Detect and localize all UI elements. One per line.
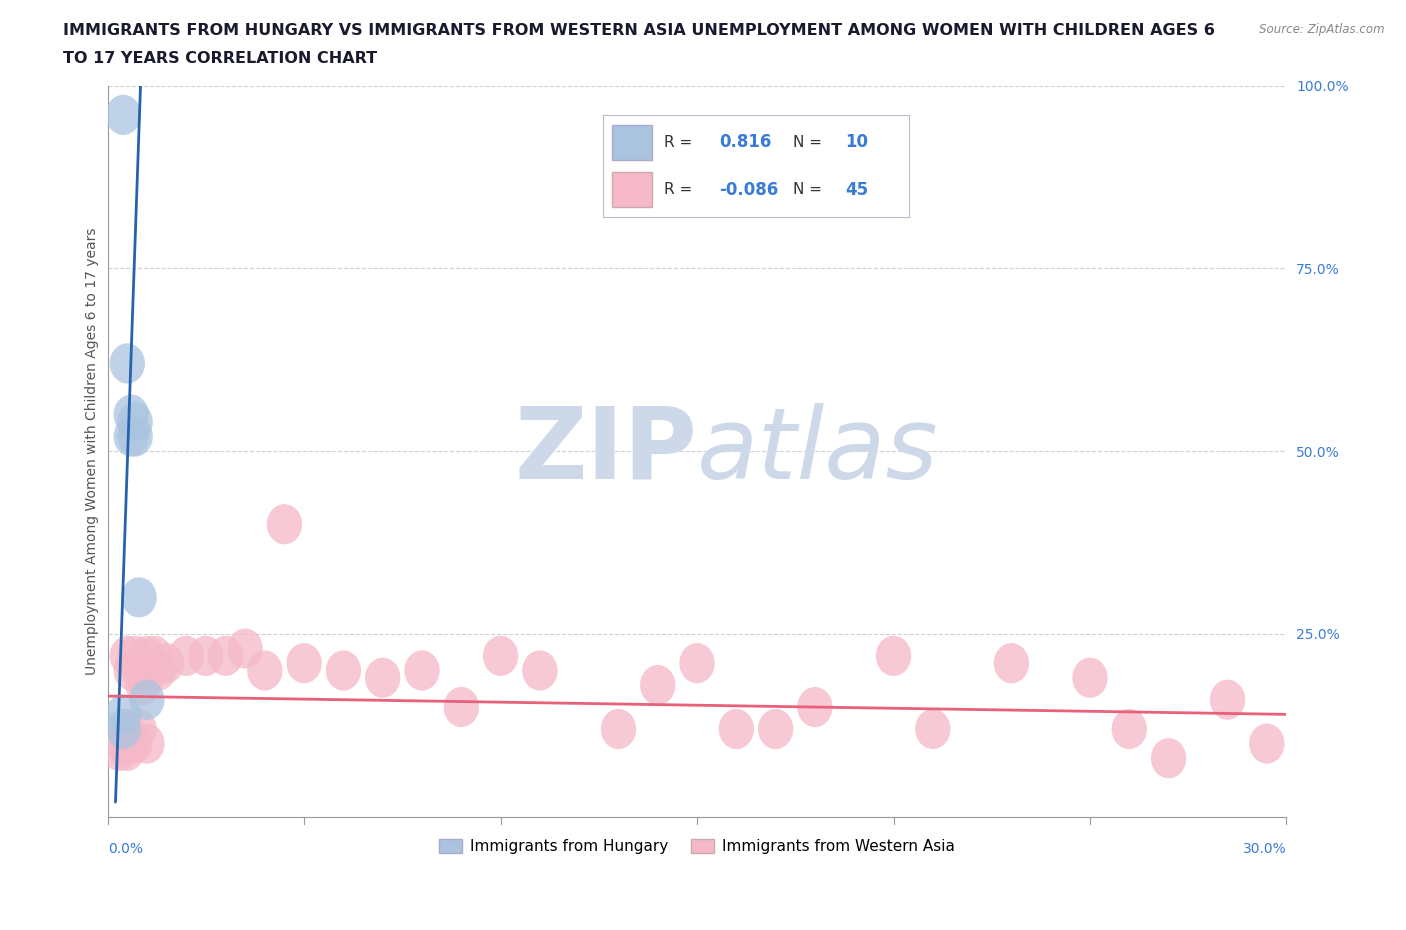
Ellipse shape — [228, 629, 263, 669]
Ellipse shape — [405, 650, 440, 691]
Ellipse shape — [129, 636, 165, 676]
Ellipse shape — [105, 95, 141, 135]
Ellipse shape — [1112, 709, 1147, 749]
Ellipse shape — [110, 709, 145, 749]
Ellipse shape — [267, 504, 302, 544]
Ellipse shape — [141, 650, 176, 691]
Ellipse shape — [522, 650, 558, 691]
Ellipse shape — [1073, 658, 1108, 698]
Ellipse shape — [169, 636, 204, 676]
Ellipse shape — [247, 650, 283, 691]
Text: atlas: atlas — [697, 403, 939, 499]
Ellipse shape — [110, 636, 145, 676]
Ellipse shape — [105, 724, 141, 764]
Text: 0.0%: 0.0% — [108, 843, 142, 857]
Ellipse shape — [121, 709, 156, 749]
Ellipse shape — [994, 643, 1029, 684]
Ellipse shape — [876, 636, 911, 676]
Ellipse shape — [1249, 724, 1285, 764]
Ellipse shape — [188, 636, 224, 676]
Ellipse shape — [118, 402, 153, 442]
Ellipse shape — [118, 417, 153, 457]
Legend: Immigrants from Hungary, Immigrants from Western Asia: Immigrants from Hungary, Immigrants from… — [433, 833, 960, 860]
Ellipse shape — [121, 578, 156, 618]
Ellipse shape — [482, 636, 519, 676]
Ellipse shape — [600, 709, 636, 749]
Ellipse shape — [679, 643, 714, 684]
Ellipse shape — [129, 680, 165, 720]
Ellipse shape — [101, 731, 138, 771]
Ellipse shape — [287, 643, 322, 684]
Text: 30.0%: 30.0% — [1243, 843, 1286, 857]
Ellipse shape — [114, 417, 149, 457]
Ellipse shape — [640, 665, 675, 705]
Ellipse shape — [1152, 738, 1187, 778]
Ellipse shape — [149, 643, 184, 684]
Ellipse shape — [134, 650, 169, 691]
Ellipse shape — [105, 695, 141, 735]
Ellipse shape — [114, 394, 149, 434]
Ellipse shape — [718, 709, 754, 749]
Ellipse shape — [1209, 680, 1246, 720]
Ellipse shape — [138, 636, 173, 676]
Ellipse shape — [118, 724, 153, 764]
Ellipse shape — [110, 731, 145, 771]
Ellipse shape — [129, 724, 165, 764]
Ellipse shape — [118, 636, 153, 676]
Text: ZIP: ZIP — [515, 403, 697, 499]
Ellipse shape — [110, 343, 145, 383]
Ellipse shape — [797, 687, 832, 727]
Ellipse shape — [444, 687, 479, 727]
Ellipse shape — [915, 709, 950, 749]
Text: TO 17 YEARS CORRELATION CHART: TO 17 YEARS CORRELATION CHART — [63, 51, 377, 66]
Ellipse shape — [114, 650, 149, 691]
Ellipse shape — [121, 650, 156, 691]
Text: Source: ZipAtlas.com: Source: ZipAtlas.com — [1260, 23, 1385, 36]
Ellipse shape — [208, 636, 243, 676]
Ellipse shape — [105, 709, 141, 749]
Ellipse shape — [758, 709, 793, 749]
Ellipse shape — [366, 658, 401, 698]
Text: IMMIGRANTS FROM HUNGARY VS IMMIGRANTS FROM WESTERN ASIA UNEMPLOYMENT AMONG WOMEN: IMMIGRANTS FROM HUNGARY VS IMMIGRANTS FR… — [63, 23, 1215, 38]
Y-axis label: Unemployment Among Women with Children Ages 6 to 17 years: Unemployment Among Women with Children A… — [86, 228, 100, 675]
Ellipse shape — [125, 665, 160, 705]
Ellipse shape — [326, 650, 361, 691]
Ellipse shape — [114, 724, 149, 764]
